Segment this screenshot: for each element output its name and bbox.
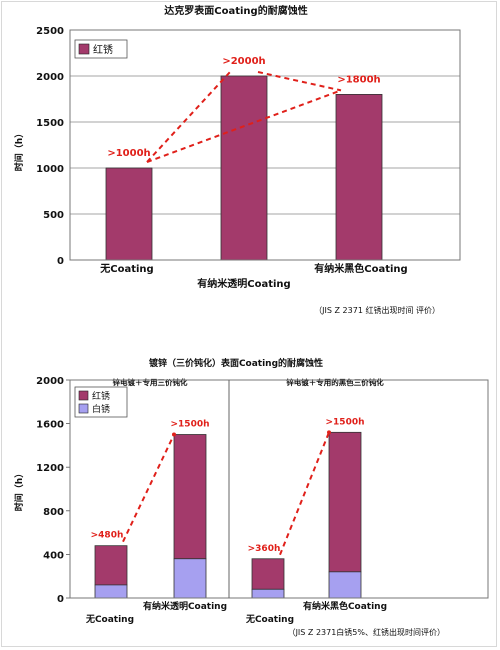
chart1-bar-label: >2000h	[222, 56, 265, 67]
chart2-x-label: 有纳米黑色Coating	[303, 600, 387, 612]
chart2-bar-white-rust	[251, 588, 285, 599]
chart2-bar-red-rust	[328, 431, 362, 573]
chart2-y-tick-label: 2000	[36, 376, 64, 387]
chart2-bar-white-rust	[94, 584, 128, 599]
chart1-y-tick-label: 0	[57, 256, 64, 267]
chart1-bar-red-rust	[105, 167, 153, 261]
chart2-trend-end-dot	[327, 430, 331, 435]
chart2-plot-border	[69, 379, 489, 599]
chart2-y-ticks: 0 400 800 1200 1600 2000	[36, 376, 70, 605]
chart2-x-label: 无Coating	[85, 614, 134, 625]
chart1-annotations: >1000h >2000h >1800h	[107, 56, 380, 159]
chart2-legend-label-red-rust: 红锈	[92, 390, 110, 402]
chart2-trend-arrows	[122, 430, 331, 556]
chart2-x-labels: 无Coating 有纳米透明Coating 无Coating 有纳米黑色Coating	[85, 600, 387, 625]
chart1-trend-line	[146, 71, 231, 163]
chart2-bar-red-rust	[251, 558, 285, 590]
chart2-y-tick-label: 1200	[36, 463, 64, 474]
chart2-y-label: 时间（h）	[13, 469, 25, 511]
chart2-legend-label-white-rust: 白锈	[92, 403, 110, 415]
chart1-y-tick-label: 2500	[36, 26, 64, 37]
chart1-bar-label: >1800h	[337, 74, 380, 85]
chart1-legend-swatch-red-rust	[78, 43, 90, 55]
chart2-annotations: >480h >1500h >360h >1500h	[91, 417, 365, 553]
chart2-bar-label: >360h	[248, 544, 281, 554]
chart2-bar-label: >1500h	[171, 420, 210, 430]
chart2-bar-red-rust	[173, 434, 207, 560]
chart2-group-label-2: 锌电镀＋专用的黑色三价钝化	[286, 377, 384, 387]
chart2-x-label: 无Coating	[245, 614, 294, 625]
chart1-bar-red-rust	[335, 94, 383, 261]
chart2-footnote: （JIS Z 2371白锈5%、红锈出现时间评价）	[288, 627, 445, 637]
chart1-bars	[105, 75, 383, 261]
chart1-y-tick-label: 500	[43, 210, 64, 221]
chart2-legend-swatch-red-rust	[78, 390, 89, 401]
chart1-trend-arrows	[146, 71, 342, 163]
chart1-footnote: （JIS Z 2371 红锈出现时间 评价）	[314, 305, 440, 315]
chart1-trend-line	[146, 89, 342, 163]
chart1-x-labels: 无Coating 有纳米透明Coating 有纳米黑色Coating	[99, 262, 407, 290]
chart1-x-label: 有纳米黑色Coating	[314, 262, 407, 275]
chart2-y-tick-label: 400	[43, 550, 64, 561]
chart1-legend-label-red-rust: 红锈	[93, 43, 113, 56]
chart2-bar-white-rust	[173, 558, 207, 599]
chart2-bar-label: >480h	[91, 531, 124, 541]
chart1-trend-line	[257, 71, 342, 92]
chart2-x-label: 有纳米透明Coating	[143, 600, 227, 612]
chart2-bar-white-rust	[328, 571, 362, 599]
chart2-title: 镀锌（三价钝化）表面Coating的耐腐蚀性	[149, 357, 323, 369]
chart1-title: 达克罗表面Coating的耐腐蚀性	[164, 4, 307, 17]
chart1-plot-border	[69, 29, 461, 261]
chart1-y-ticks: 0 500 1000 1500 2000 2500	[36, 26, 64, 267]
chart2-bars	[94, 431, 362, 599]
chart1-y-tick-label: 2000	[36, 72, 64, 83]
chart2-group-label-1: 锌电镀＋专用三价钝化	[113, 377, 188, 387]
chart2-bar-label: >1500h	[326, 417, 365, 427]
chart2-trend-line	[279, 431, 330, 556]
chart1-y-label: 时间（h）	[13, 129, 25, 171]
chart1-x-label: 无Coating	[99, 263, 153, 275]
chart2-y-tick-label: 1600	[36, 420, 64, 431]
chart2-trend-end-dot	[172, 432, 176, 437]
chart2-bar-red-rust	[94, 545, 128, 586]
chart1-bar-red-rust	[220, 75, 268, 261]
chart2-legend-swatch-white-rust	[78, 403, 89, 414]
chart1-y-tick-label: 1000	[36, 164, 64, 175]
chart1-bar-label: >1000h	[107, 148, 150, 159]
chart2-y-tick-label: 800	[43, 507, 64, 518]
chart2-y-tick-label: 0	[57, 594, 64, 605]
chart2-trend-line	[122, 434, 175, 543]
chart1-y-tick-label: 1500	[36, 118, 64, 129]
chart1-x-label: 有纳米透明Coating	[197, 277, 290, 290]
